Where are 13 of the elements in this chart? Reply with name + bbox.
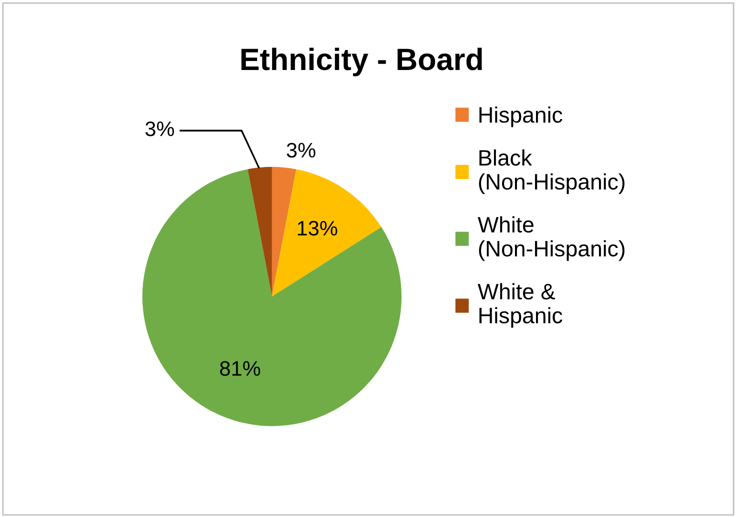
data-label: 3% (286, 142, 316, 158)
legend-label: White (Non-Hispanic) (478, 216, 624, 261)
chart-title: Ethnicity - Board (241, 48, 482, 76)
legend-label: White & Hispanic (478, 283, 562, 328)
pie-slice (272, 169, 382, 296)
pie-slice (142, 169, 402, 426)
data-label: 13% (298, 220, 338, 236)
data-label: 81% (220, 361, 260, 376)
pie-slice (272, 166, 296, 296)
pie-slice (248, 166, 272, 296)
legend-label: Hispanic (479, 106, 562, 128)
data-label: 3% (145, 121, 174, 136)
legend-label: Black (Non-Hispanic) (479, 149, 624, 194)
